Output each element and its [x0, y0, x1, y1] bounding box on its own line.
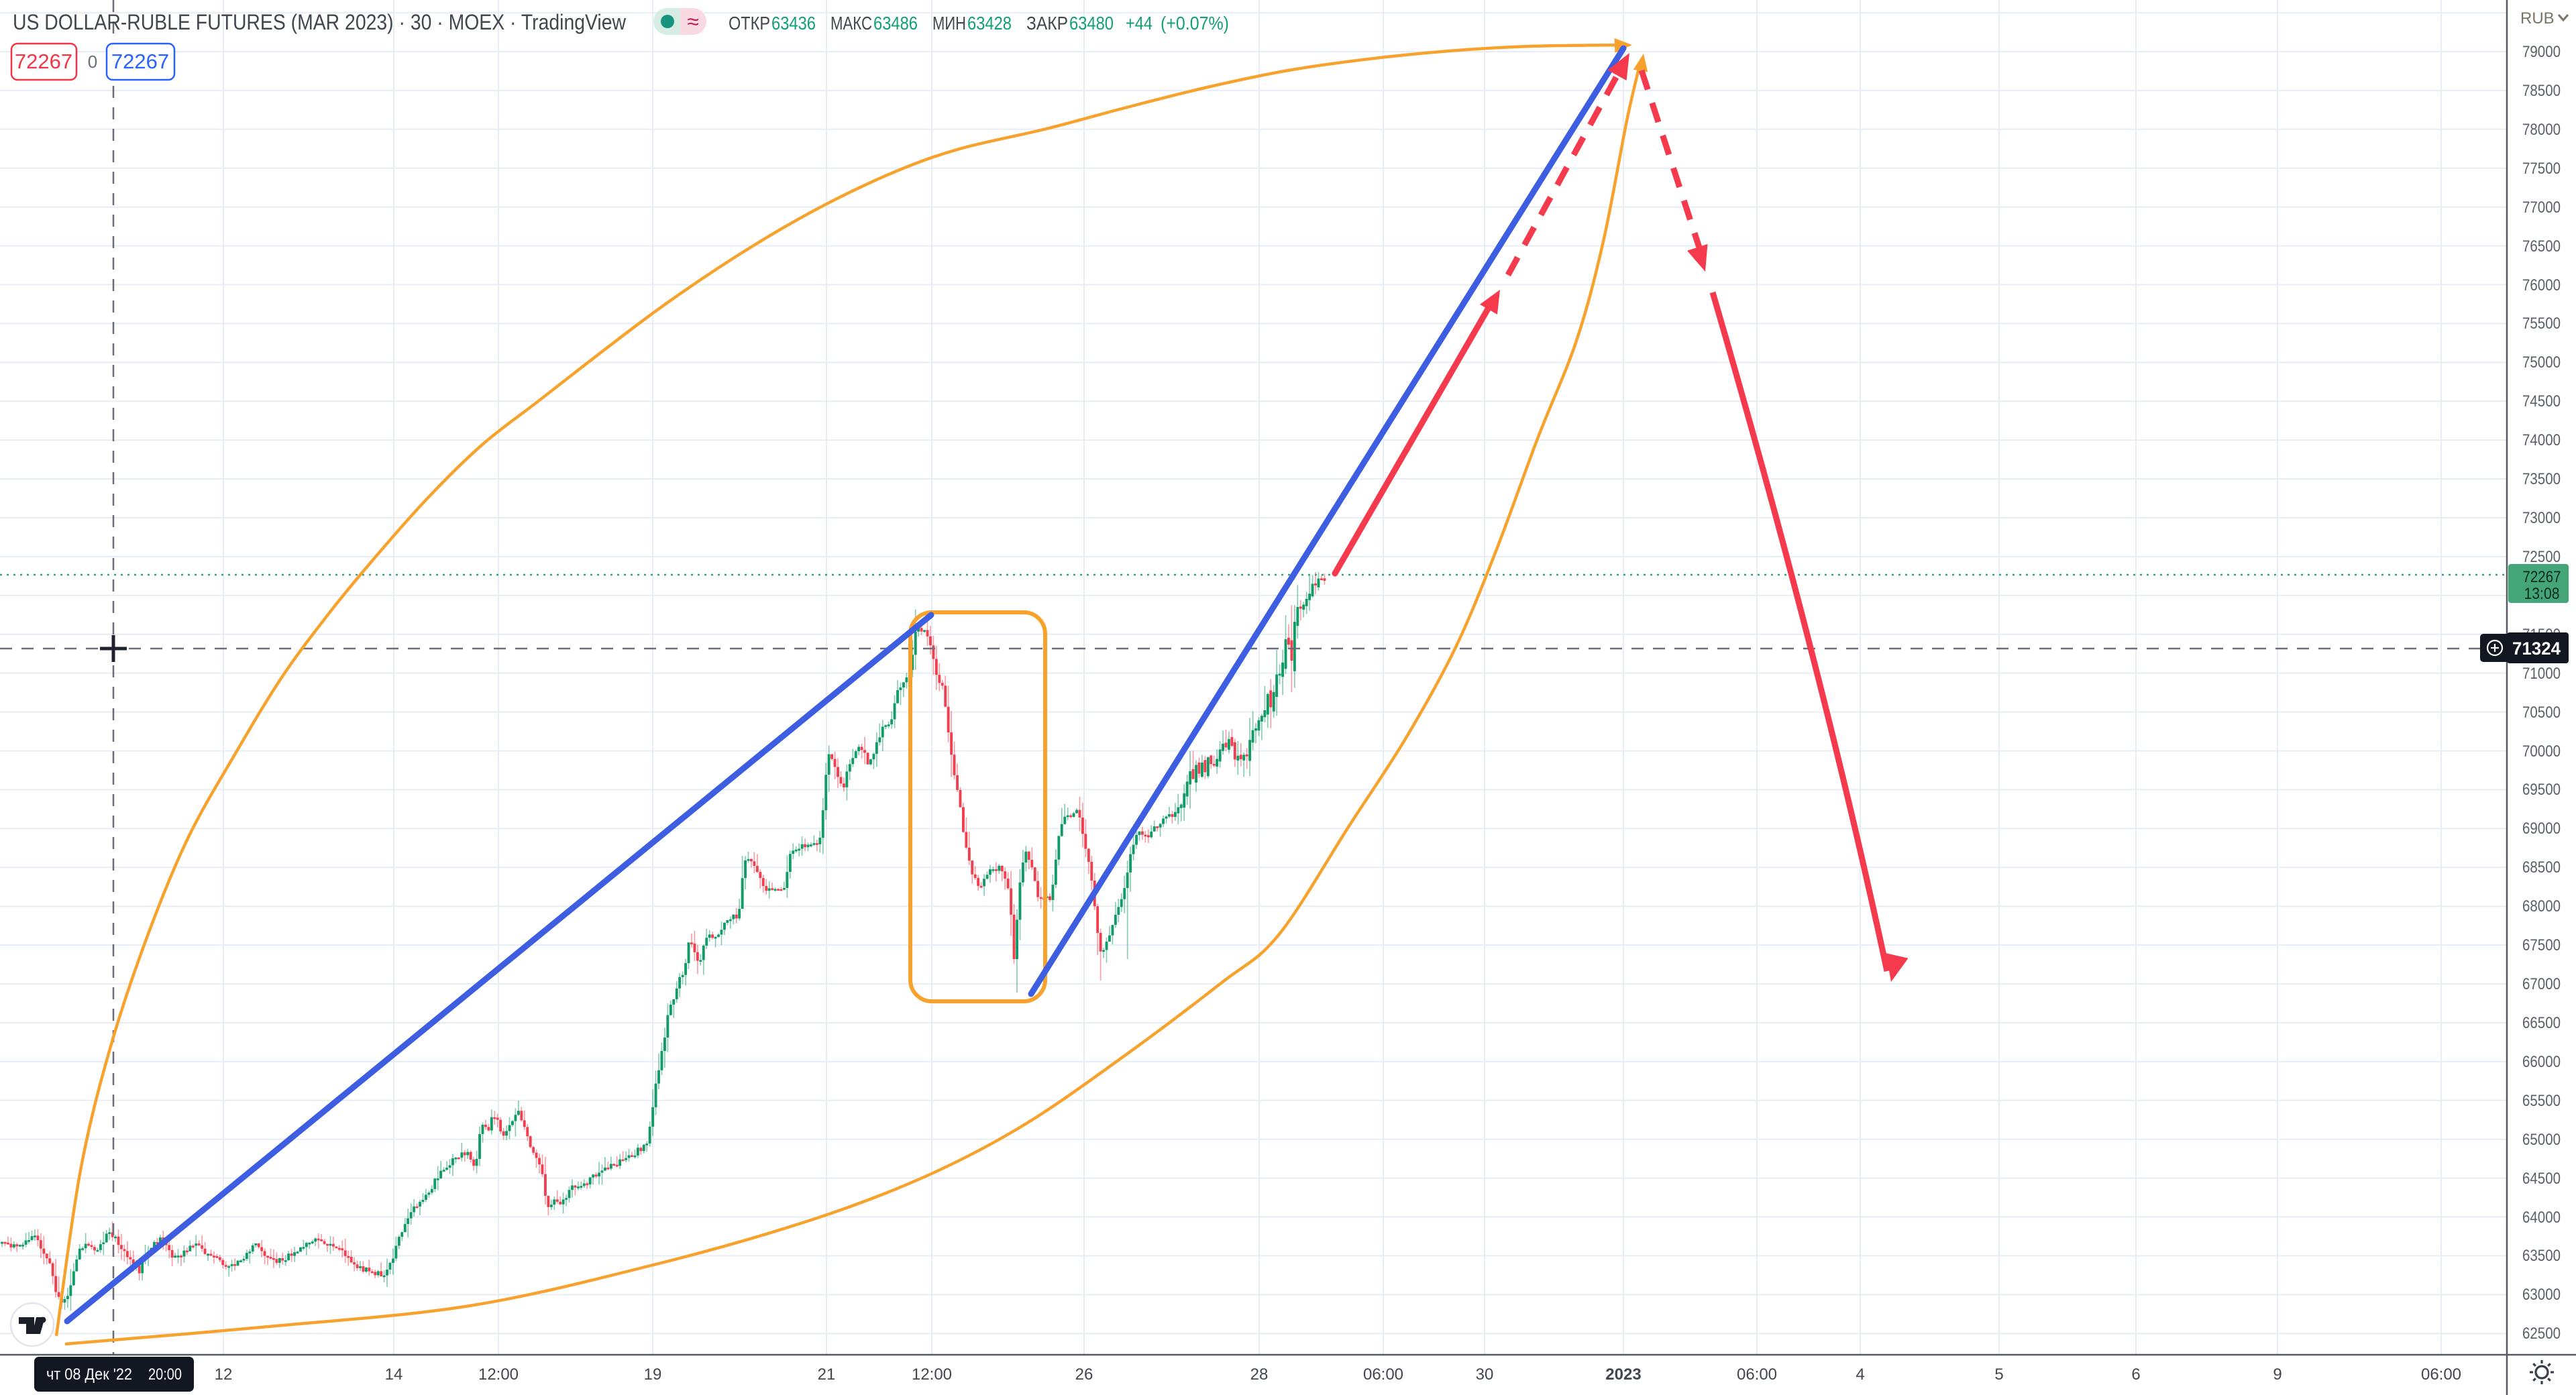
svg-text:64000: 64000 [2522, 1209, 2561, 1227]
svg-text:6: 6 [2131, 1365, 2140, 1384]
svg-text:2023: 2023 [1605, 1365, 1641, 1384]
svg-text:78500: 78500 [2522, 82, 2561, 100]
svg-text:чт 08 Дек '22: чт 08 Дек '22 [46, 1365, 132, 1384]
svg-text:72500: 72500 [2522, 548, 2561, 566]
svg-text:77000: 77000 [2522, 199, 2561, 217]
svg-text:71324: 71324 [2512, 638, 2561, 659]
svg-text:68000: 68000 [2522, 897, 2561, 915]
svg-text:65500: 65500 [2522, 1092, 2561, 1110]
svg-text:66000: 66000 [2522, 1053, 2561, 1071]
svg-text:74000: 74000 [2522, 431, 2561, 449]
svg-text:72267: 72267 [111, 50, 169, 73]
svg-text:78000: 78000 [2522, 121, 2561, 139]
svg-text:63000: 63000 [2522, 1286, 2561, 1304]
svg-text:72267: 72267 [15, 50, 72, 73]
svg-text:73500: 73500 [2522, 470, 2561, 488]
svg-text:67000: 67000 [2522, 975, 2561, 993]
svg-text:28: 28 [1250, 1365, 1269, 1384]
svg-text:76000: 76000 [2522, 276, 2561, 294]
svg-text:US DOLLAR-RUBLE FUTURES (MAR 2: US DOLLAR-RUBLE FUTURES (MAR 2023) · 30 … [13, 10, 627, 34]
svg-text:13:08: 13:08 [2524, 585, 2560, 603]
svg-text:06:00: 06:00 [2421, 1365, 2461, 1384]
svg-text:69000: 69000 [2522, 820, 2561, 838]
svg-text:74500: 74500 [2522, 392, 2561, 410]
svg-text:62500: 62500 [2522, 1325, 2561, 1343]
svg-text:66500: 66500 [2522, 1014, 2561, 1032]
svg-text:68500: 68500 [2522, 858, 2561, 877]
svg-text:72267: 72267 [2523, 568, 2561, 586]
svg-text:21: 21 [818, 1365, 836, 1384]
svg-text:12: 12 [215, 1365, 233, 1384]
svg-text:70000: 70000 [2522, 742, 2561, 761]
svg-text:77500: 77500 [2522, 160, 2561, 178]
svg-text:73000: 73000 [2522, 509, 2561, 527]
svg-text:RUB: RUB [2520, 9, 2555, 27]
svg-text:06:00: 06:00 [1363, 1365, 1403, 1384]
svg-text:9: 9 [2273, 1365, 2282, 1384]
svg-text:79000: 79000 [2522, 43, 2561, 61]
svg-text:75000: 75000 [2522, 353, 2561, 372]
svg-text:20:00: 20:00 [148, 1365, 182, 1384]
svg-text:75500: 75500 [2522, 315, 2561, 333]
svg-text:4: 4 [1856, 1365, 1864, 1384]
svg-text:76500: 76500 [2522, 237, 2561, 256]
svg-text:26: 26 [1075, 1365, 1093, 1384]
svg-text:19: 19 [644, 1365, 662, 1384]
svg-text:67500: 67500 [2522, 936, 2561, 954]
svg-text:71000: 71000 [2522, 665, 2561, 683]
svg-text:64500: 64500 [2522, 1170, 2561, 1188]
svg-text:65000: 65000 [2522, 1131, 2561, 1149]
svg-text:5: 5 [1994, 1365, 2003, 1384]
svg-text:70500: 70500 [2522, 704, 2561, 722]
svg-text:06:00: 06:00 [1737, 1365, 1777, 1384]
svg-text:12:00: 12:00 [478, 1365, 519, 1384]
svg-text:12:00: 12:00 [912, 1365, 952, 1384]
svg-text:14: 14 [385, 1365, 403, 1384]
svg-text:63500: 63500 [2522, 1247, 2561, 1265]
svg-text:0: 0 [88, 52, 97, 72]
svg-text:30: 30 [1476, 1365, 1494, 1384]
svg-text:69500: 69500 [2522, 781, 2561, 799]
svg-text:≈: ≈ [687, 9, 699, 34]
